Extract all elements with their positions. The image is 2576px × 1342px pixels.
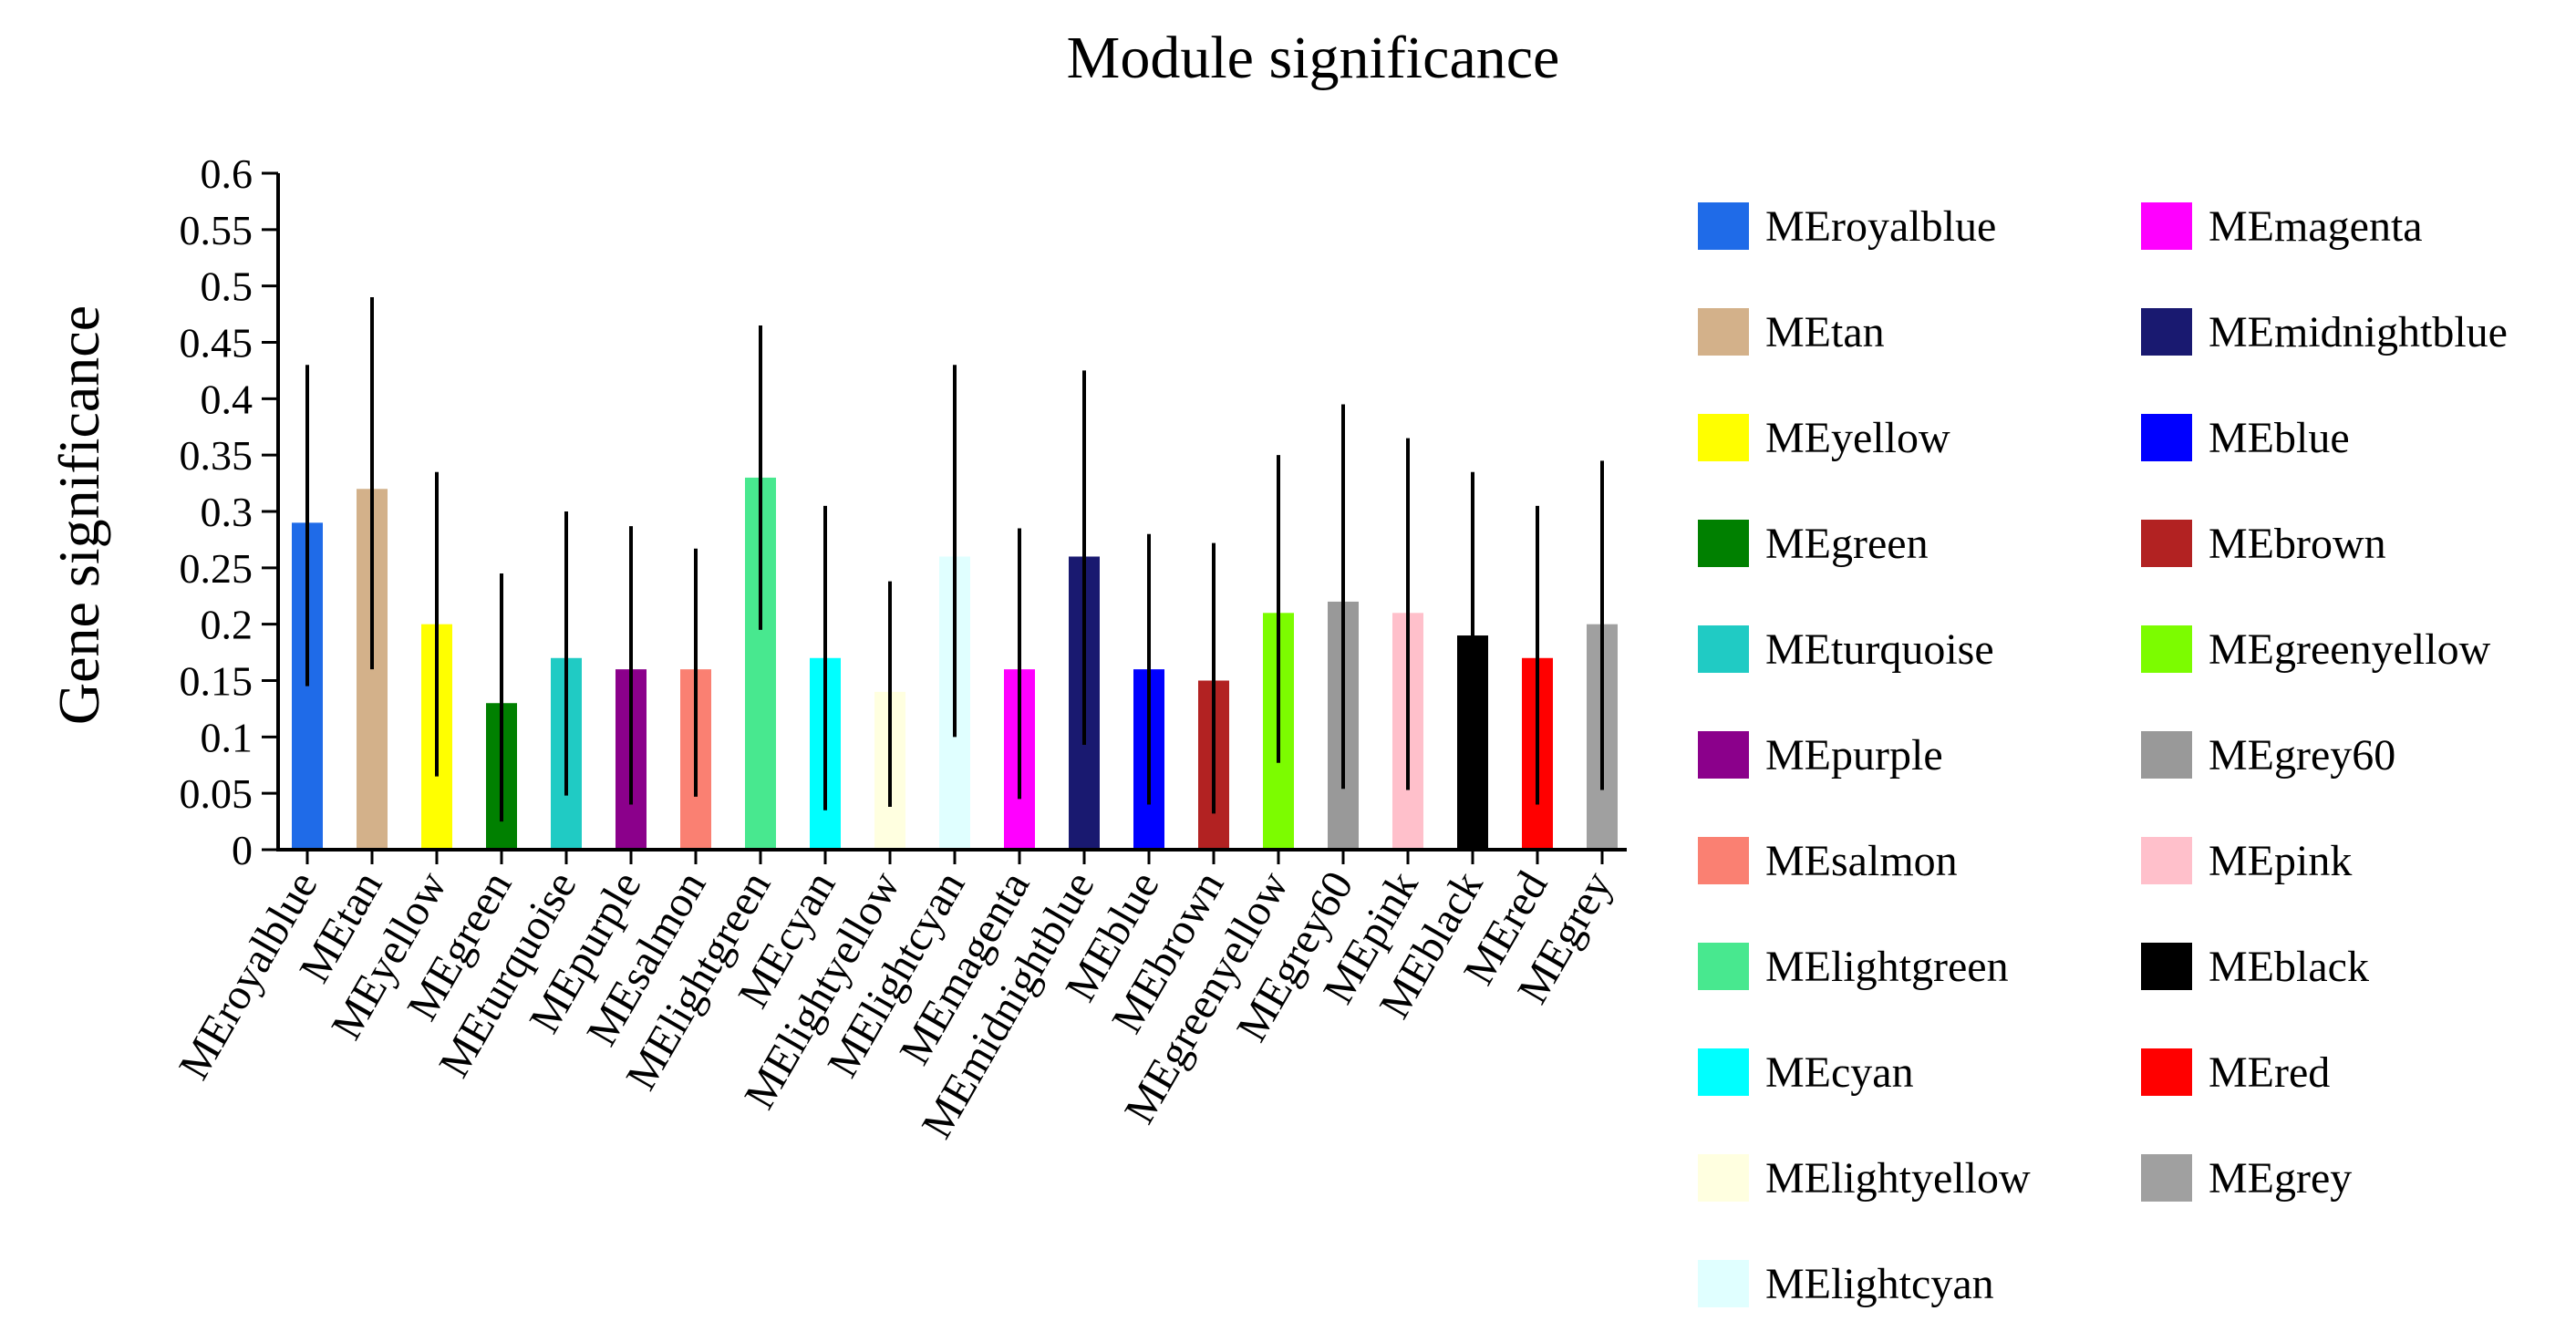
legend-label: MEgrey	[2209, 1154, 2352, 1203]
legend-item: MEbrown	[2141, 520, 2386, 568]
legend-label: MEmidnightblue	[2209, 308, 2508, 356]
legend-swatch	[1698, 520, 1749, 567]
legend-label: MEroyalblue	[1765, 202, 1996, 251]
legend-swatch	[1698, 1154, 1749, 1202]
legend-label: MEsalmon	[1765, 837, 1958, 885]
y-axis-label: Gene significance	[47, 305, 111, 725]
legend-item: MEgrey	[2141, 1154, 2352, 1203]
legend-label: MEbrown	[2209, 520, 2386, 568]
legend-item: MEsalmon	[1698, 837, 1958, 885]
legend-swatch	[1698, 731, 1749, 779]
legend-swatch	[2141, 414, 2192, 461]
legend-swatch	[1698, 414, 1749, 461]
legend-item: MEcyan	[1698, 1048, 1914, 1097]
y-tick-label: 0.6	[201, 150, 253, 197]
y-tick-label: 0.5	[201, 263, 253, 310]
legend-item: MEred	[2141, 1048, 2330, 1097]
legend-label: MEcyan	[1765, 1048, 1914, 1097]
legend-label: MEblue	[2209, 414, 2350, 462]
x-tick-label: MEroyalblue	[170, 863, 327, 1088]
legend-swatch	[2141, 308, 2192, 356]
y-tick-label: 0.35	[180, 432, 253, 479]
legend-label: MEpurple	[1765, 731, 1943, 779]
legend-item: MElightgreen	[1698, 943, 2009, 991]
legend: MEroyalblue MEtan MEyellow MEgreen MEturquoi…	[1698, 202, 2508, 1308]
legend-label: MElightgreen	[1765, 943, 2009, 991]
legend-item: MEmagenta	[2141, 202, 2423, 251]
legend-item: MEmidnightblue	[2141, 308, 2508, 356]
legend-label: MEmagenta	[2209, 202, 2423, 251]
legend-item: MEpink	[2141, 837, 2352, 885]
legend-item: MEgrey60	[2141, 731, 2395, 779]
y-axis-ticks: 0 0.05 0.1 0.15 0.2 0.25 0.3 0.35 0.4 0.45 0.5 0.55…	[180, 150, 278, 873]
y-tick-label: 0.2	[201, 602, 253, 648]
legend-swatch	[1698, 1260, 1749, 1307]
y-tick-label: 0.4	[201, 376, 253, 422]
y-tick-label: 0.55	[180, 207, 253, 253]
legend-item: MEtan	[1698, 308, 1885, 356]
legend-label: MEblack	[2209, 943, 2369, 991]
legend-item: MEpurple	[1698, 731, 1943, 779]
legend-label: MEgrey60	[2209, 731, 2395, 779]
y-tick-label: 0.3	[201, 489, 253, 535]
chart-title: Module significance	[1067, 25, 1560, 91]
y-tick-label: 0.45	[180, 320, 253, 366]
legend-item: MElightcyan	[1698, 1260, 1994, 1308]
legend-label: MEturquoise	[1765, 625, 1994, 674]
legend-item: MElightyellow	[1698, 1154, 2031, 1203]
legend-swatch	[1698, 1048, 1749, 1096]
legend-item: MEroyalblue	[1698, 202, 1996, 251]
legend-swatch	[1698, 308, 1749, 356]
legend-label: MEgreen	[1765, 520, 1929, 568]
legend-label: MEtan	[1765, 308, 1885, 356]
y-tick-label: 0	[232, 827, 253, 873]
legend-swatch	[2141, 520, 2192, 567]
legend-label: MEgreenyellow	[2209, 625, 2491, 674]
legend-swatch	[2141, 731, 2192, 779]
legend-swatch	[1698, 202, 1749, 250]
legend-item: MEblue	[2141, 414, 2350, 462]
legend-swatch	[2141, 837, 2192, 884]
y-tick-label: 0.25	[180, 545, 253, 592]
legend-item: MEblack	[2141, 943, 2369, 991]
legend-swatch	[2141, 943, 2192, 990]
legend-swatch	[2141, 202, 2192, 250]
legend-item: MEyellow	[1698, 414, 1950, 462]
legend-label: MElightyellow	[1765, 1154, 2031, 1203]
y-tick-label: 0.1	[201, 714, 253, 760]
legend-item: MEturquoise	[1698, 625, 1994, 674]
legend-item: MEgreen	[1698, 520, 1929, 568]
legend-swatch	[1698, 837, 1749, 884]
y-tick-label: 0.05	[180, 770, 253, 817]
legend-swatch	[2141, 1048, 2192, 1096]
legend-label: MElightcyan	[1765, 1260, 1994, 1308]
legend-label: MEpink	[2209, 837, 2352, 885]
legend-item: MEgreenyellow	[2141, 625, 2491, 674]
legend-label: MEyellow	[1765, 414, 1950, 462]
legend-label: MEred	[2209, 1048, 2330, 1097]
y-tick-label: 0.15	[180, 658, 253, 705]
legend-swatch	[1698, 943, 1749, 990]
x-axis-ticks: MEroyalblueMEtanMEyellowMEgreenMEturquoi…	[170, 850, 1622, 1147]
axes	[276, 173, 1627, 852]
error-bars	[305, 297, 1604, 822]
legend-swatch	[2141, 1154, 2192, 1202]
legend-swatch	[2141, 625, 2192, 673]
legend-swatch	[1698, 625, 1749, 673]
